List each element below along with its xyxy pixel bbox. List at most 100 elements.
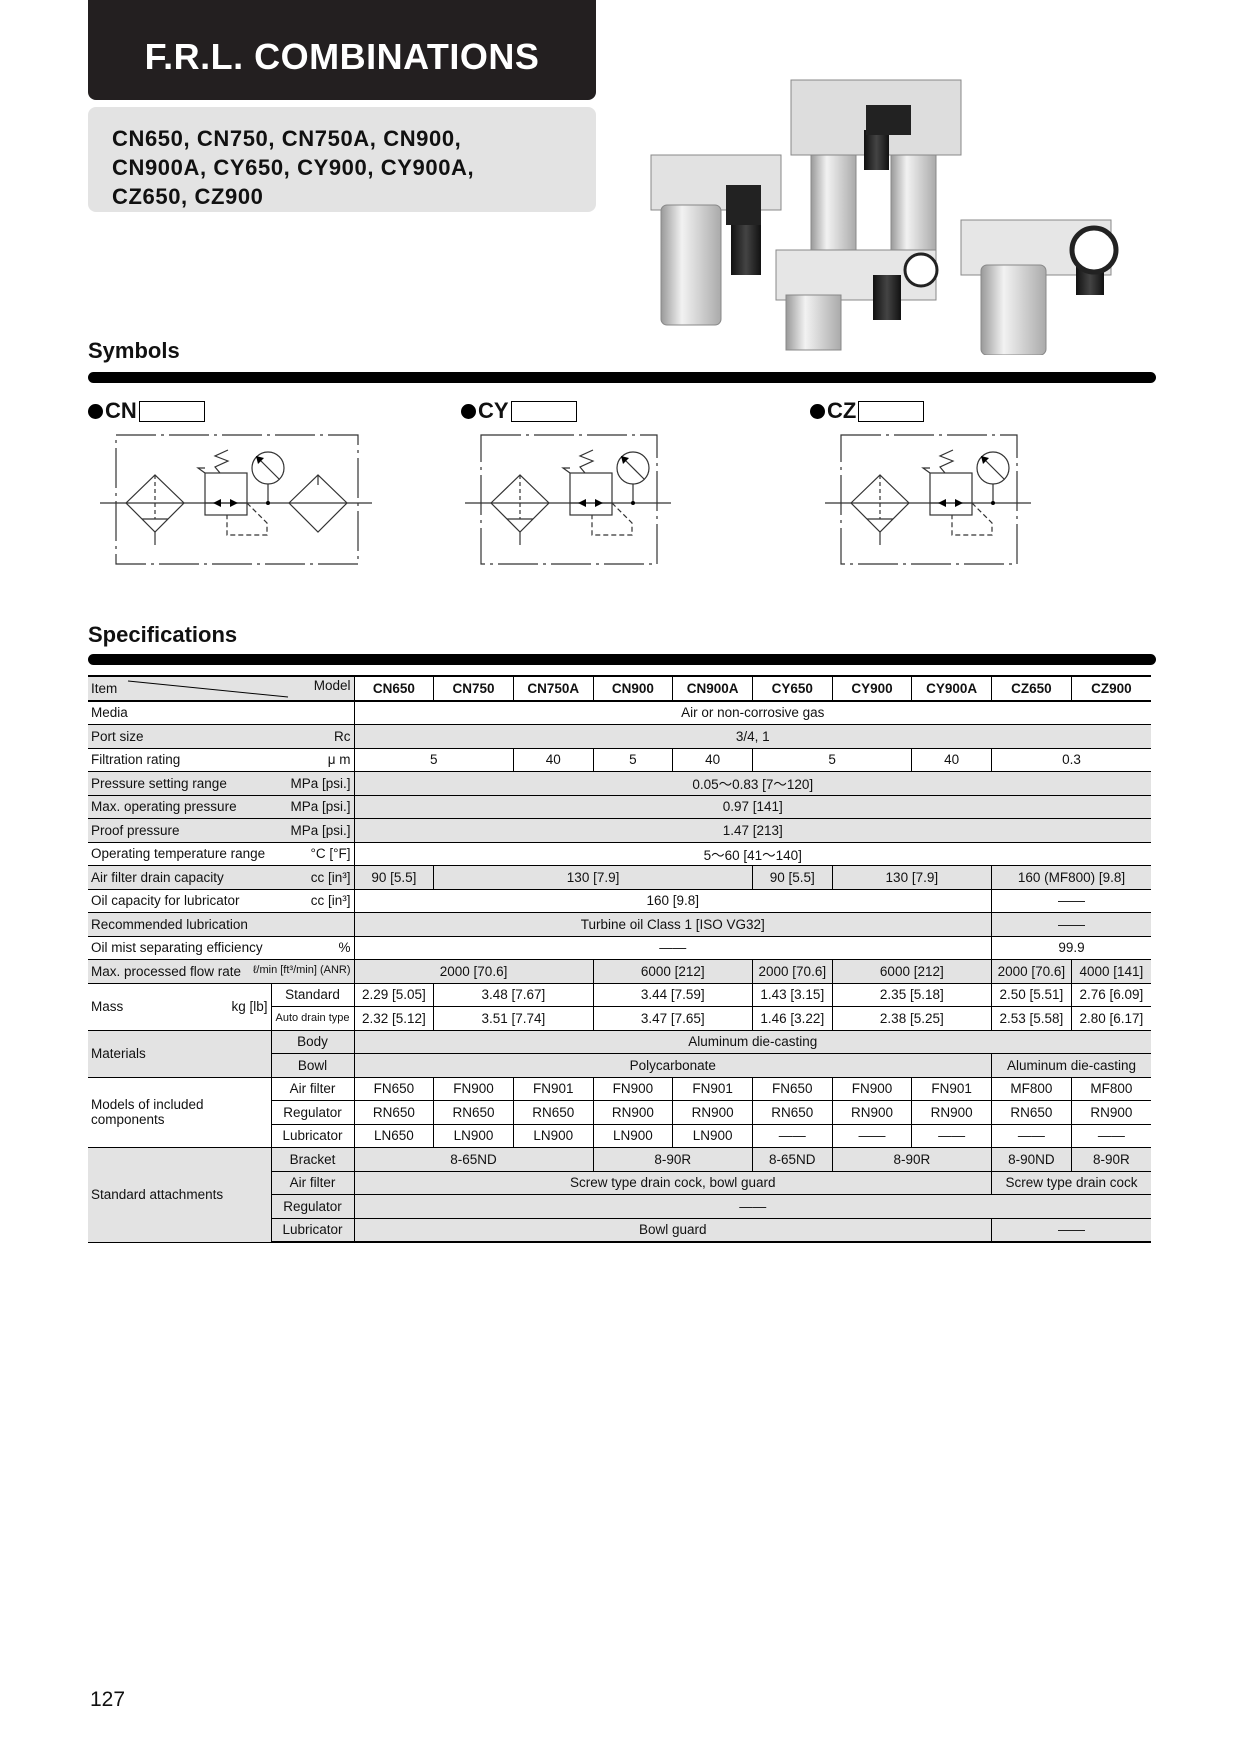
spec-value: 2000 [70.6] <box>353 959 594 984</box>
bullet-icon <box>88 403 103 419</box>
spec-value: Turbine oil Class 1 [ISO VG32] <box>353 912 992 937</box>
junction-dot <box>991 501 995 505</box>
spec-value: 2.80 [6.17] <box>1070 1006 1151 1031</box>
sub-row-label: Bowl <box>270 1053 355 1078</box>
spec-value: LN900 <box>592 1123 673 1148</box>
sub-row-label: Auto drain type <box>270 1006 355 1031</box>
pressure-gauge-icon <box>976 451 1010 485</box>
arrow-icon <box>256 456 264 464</box>
spec-value: 8-90R <box>1070 1147 1151 1172</box>
table-row: Lubricator LN650 LN900 LN900 LN900 LN900 —— —— —… <box>88 1123 1151 1148</box>
spec-value: FN901 <box>512 1076 594 1101</box>
spec-value: 90 [5.5] <box>353 865 434 890</box>
symbol-name: CY <box>478 398 509 423</box>
row-unit: cc [in³] <box>310 893 351 909</box>
spec-value: Aluminum die-casting <box>991 1053 1151 1078</box>
arrow-icon <box>981 456 989 464</box>
spec-value: LN900 <box>672 1123 753 1148</box>
spec-value: FN900 <box>592 1076 673 1101</box>
model-header: CN900 <box>592 675 673 702</box>
row-unit: kg [lb] <box>231 999 268 1014</box>
diagonal-divider <box>127 680 289 698</box>
spec-value: 0.97 [141] <box>353 794 1151 819</box>
spec-value: Screw type drain cock <box>991 1170 1151 1195</box>
table-row: Oil capacity for lubricator cc [in³] 160 [… <box>88 888 1151 913</box>
vent-icon <box>561 467 571 474</box>
regulator-symbol <box>929 472 973 516</box>
spec-value: —— <box>991 912 1151 937</box>
page-number: 127 <box>90 1688 126 1711</box>
spec-value: 3.44 [7.59] <box>592 982 753 1007</box>
spec-value: —— <box>353 1194 1151 1219</box>
symbol-label-cy: CY <box>461 398 577 424</box>
sub-row-label: Body <box>270 1029 355 1054</box>
filter-symbol <box>125 474 185 533</box>
model-header: CY650 <box>751 675 833 702</box>
row-label-text: Operating temperature range <box>91 846 266 862</box>
unit-boundary <box>480 434 658 565</box>
spec-value: 2.32 [5.12] <box>353 1006 434 1031</box>
spring-icon <box>578 449 595 474</box>
sub-row-label: Lubricator <box>270 1217 355 1243</box>
symbol-label-cn: CN <box>88 398 205 424</box>
spec-value: RN650 <box>991 1100 1072 1125</box>
arrow-icon <box>213 499 221 507</box>
section-divider <box>88 654 1156 665</box>
spec-value: 8-90ND <box>991 1147 1072 1172</box>
table-row: Operating temperature range °C [°F] 5～60 [… <box>88 841 1151 866</box>
table-row: Proof pressure MPa [psi.] 1.47 [213] <box>88 818 1151 843</box>
symbol-name: CZ <box>827 398 857 423</box>
spec-value: 0.3 <box>991 747 1151 772</box>
model-header: CN900A <box>672 675 753 702</box>
row-label: Recommended lubrication <box>88 912 355 937</box>
filter-symbol <box>490 474 550 533</box>
symbol-name: CN <box>105 398 137 423</box>
row-unit: MPa [psi.] <box>290 775 351 791</box>
row-unit: MPa [psi.] <box>290 799 351 815</box>
sub-row-label: Air filter <box>270 1170 355 1195</box>
row-label: Oil mist separating efficiency% <box>88 935 355 960</box>
table-row: Pressure setting range MPa [psi.] 0.05～0.8… <box>88 771 1151 796</box>
row-label-text: Filtration rating <box>91 752 181 768</box>
row-label-text: Media <box>91 705 128 721</box>
row-label: Oil capacity for lubricator cc [in³] <box>88 888 355 913</box>
row-unit: Rc <box>334 728 351 744</box>
spec-value: 2.35 [5.18] <box>831 982 992 1007</box>
item-model-header: Item Model <box>88 675 355 702</box>
row-label-text: Max. operating pressure <box>91 799 237 815</box>
spec-value: 6000 [212] <box>831 959 992 984</box>
row-label: Max. operating pressure MPa [psi.] <box>88 794 355 819</box>
model-list-line: CN900A, CY650, CY900, CY900A, <box>112 155 475 180</box>
row-label-text: Port size <box>91 728 144 744</box>
symbol-label-cz: CZ <box>810 398 925 424</box>
spec-value: —— <box>991 888 1151 913</box>
table-row: Max. operating pressure MPa [psi.] 0.97 [1… <box>88 794 1151 819</box>
spec-value: Polycarbonate <box>353 1053 992 1078</box>
row-label-text: Oil capacity for lubricator <box>91 893 240 909</box>
spec-value: 160 (MF800) [9.8] <box>991 865 1151 890</box>
item-label: Item <box>91 680 118 696</box>
spec-value: 3.48 [7.67] <box>433 982 594 1007</box>
spec-value: FN900 <box>433 1076 514 1101</box>
row-label-text: Proof pressure <box>91 822 180 838</box>
spring-icon <box>213 449 230 474</box>
table-row: Standard attachments Bracket 8-65ND 8-90R 8-… <box>88 1147 1151 1243</box>
spec-value: Screw type drain cock, bowl guard <box>353 1170 992 1195</box>
row-label: Air filter drain capacity cc [in³] <box>88 865 355 890</box>
spec-value: —— <box>911 1123 992 1148</box>
cn-pneumatic-symbol <box>100 434 372 565</box>
spec-value: 8-90R <box>592 1147 753 1172</box>
unit-boundary <box>115 434 359 565</box>
pressure-gauge-icon <box>616 451 650 485</box>
spec-value: 99.9 <box>991 935 1151 960</box>
table-row: Models of included components Air filter F… <box>88 1076 1151 1148</box>
regulator-symbol <box>204 472 248 516</box>
row-group-label: Mass kg [lb] <box>88 982 271 1031</box>
sub-row-label: Regulator <box>270 1100 355 1125</box>
arrow-icon <box>578 499 586 507</box>
spec-value: RN900 <box>672 1100 753 1125</box>
arrow-icon <box>595 499 603 507</box>
spec-value: 2.29 [5.05] <box>353 982 434 1007</box>
spec-value: FN650 <box>751 1076 833 1101</box>
row-label-text: Recommended lubrication <box>91 916 248 932</box>
